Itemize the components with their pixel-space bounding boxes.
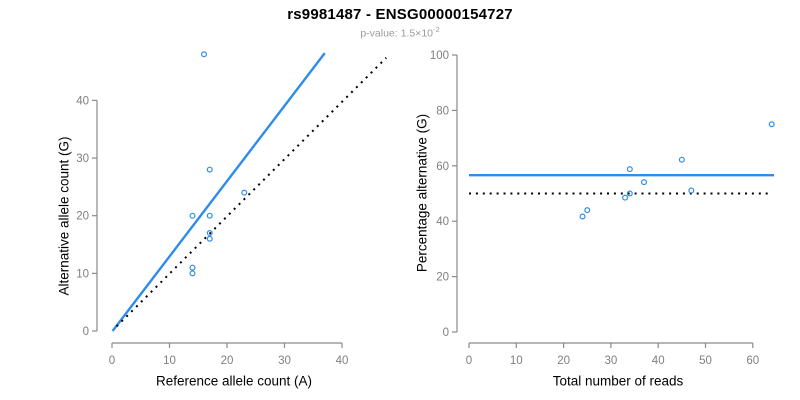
y-tick-label: 0 [443,327,449,339]
x-tick-label: 50 [699,355,712,367]
data-point [206,229,213,236]
data-point [189,270,196,277]
data-point [201,51,208,58]
right-x-axis-title: Total number of reads [552,373,684,389]
pvalue-text: p-value: 1.5×10 [360,27,433,40]
y-tick-label: 20 [436,272,449,284]
y-tick-label: 0 [83,326,89,338]
x-tick-label: 0 [109,355,115,367]
y-tick-label: 30 [76,153,89,165]
x-tick-label: 40 [652,355,665,367]
data-point [584,207,591,214]
x-tick-label: 40 [336,355,349,367]
left-x-axis-title: Reference allele count (A) [155,373,313,389]
y-tick-label: 40 [76,95,89,107]
data-point [768,121,775,128]
data-point [622,194,629,201]
left-y-axis-title: Alternative allele count (G) [56,136,72,296]
data-point [189,264,196,271]
pvalue-exponent: -2 [433,25,440,34]
pvalue-subtitle: p-value: 1.5×10-2 [0,25,800,40]
y-tick-label: 10 [76,268,89,280]
data-point [641,179,648,186]
y-tick-label: 40 [436,216,449,228]
figure-title: rs9981487 - ENSG00000154727 [287,6,513,23]
data-point [206,235,213,242]
data-point [206,166,213,173]
x-tick-label: 0 [466,355,472,367]
fitted-allelic-ratio-line [111,52,326,332]
x-tick-label: 30 [605,355,618,367]
x-tick-label: 10 [510,355,523,367]
data-point [678,156,685,163]
x-tick-label: 60 [746,355,759,367]
x-tick-label: 20 [557,355,570,367]
right-y-axis-title: Percentage alternative (G) [414,113,430,273]
data-point [626,166,633,173]
data-point [241,189,248,196]
y-tick-label: 80 [436,105,449,117]
y-tick-label: 60 [436,161,449,173]
data-point [206,212,213,219]
data-point [189,212,196,219]
x-tick-label: 20 [221,355,234,367]
plot-allele-counts: 0 10 20 30 40 0 10 20 30 40 [76,51,387,367]
data-point [626,190,633,197]
x-tick-label: 30 [278,355,291,367]
identity-line [115,57,387,328]
data-point [688,187,695,194]
y-tick-label: 20 [76,211,89,223]
x-tick-label: 10 [163,355,176,367]
y-tick-label: 100 [430,50,449,62]
data-point [579,213,586,220]
plot-percentage-vs-coverage: 0 20 40 60 80 100 0 10 20 30 40 50 60 [430,50,775,367]
